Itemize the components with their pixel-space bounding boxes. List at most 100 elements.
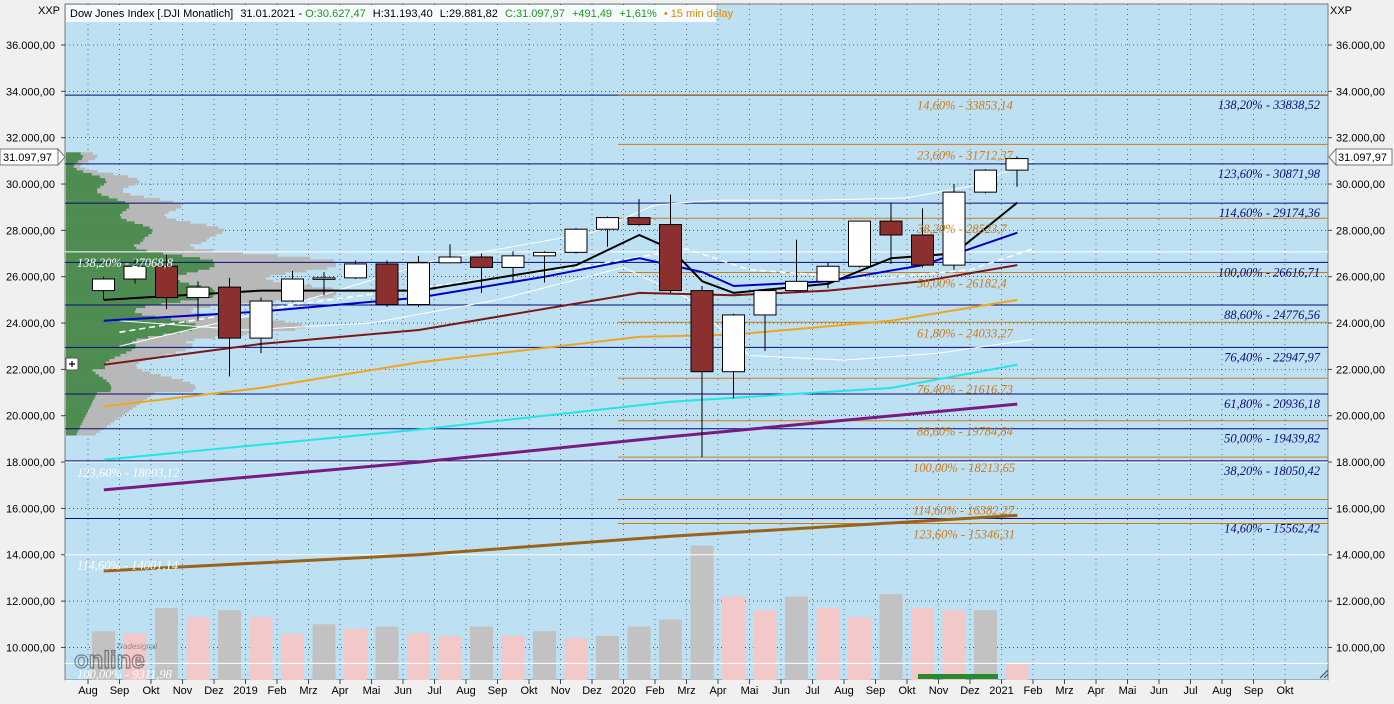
volume-profile-bar-gray	[104, 363, 137, 367]
fib-label-white: 123,60% - 18003,12	[77, 466, 179, 480]
expand-button[interactable]	[65, 357, 79, 371]
info-bar: Dow Jones Index [.DJI Monatlich] 31.01.2…	[70, 8, 734, 20]
y-tick-label-right: 26.000,00	[1336, 272, 1385, 284]
candle-bearish[interactable]	[375, 263, 399, 306]
volume-profile-bar-green	[66, 356, 115, 359]
candle-bearish[interactable]	[470, 256, 493, 268]
volume-profile-bar-green	[66, 287, 213, 291]
candle-bearish[interactable]	[690, 290, 714, 373]
candle-bullish[interactable]	[533, 251, 556, 257]
volume-profile-bar-green	[66, 338, 137, 342]
candle-bearish[interactable]	[627, 217, 651, 226]
volume-profile-bar-green	[66, 374, 100, 377]
candle-bullish[interactable]	[722, 314, 745, 373]
candle-bullish[interactable]	[848, 220, 871, 267]
y-tick-label-right: 32.000,00	[1336, 133, 1385, 145]
candle-bullish[interactable]	[407, 262, 430, 306]
candle-bearish[interactable]	[879, 220, 903, 236]
moving-average-line	[103, 363, 1018, 461]
volume-profile-bar-gray	[129, 205, 182, 209]
volume-profile-bar-gray	[121, 216, 167, 219]
volume-profile-bar-green	[66, 361, 107, 365]
x-tick-label: 2019	[233, 685, 257, 697]
candle-bullish[interactable]	[312, 277, 336, 280]
candle-bullish[interactable]	[816, 265, 840, 282]
x-tick-label: Jun	[394, 685, 412, 697]
candle-bullish[interactable]	[785, 280, 808, 292]
volume-profile-bar-green	[66, 187, 98, 191]
candle-bullish[interactable]	[501, 255, 525, 268]
volume-profile-bar-gray	[78, 159, 89, 163]
volume-profile-bar-green	[66, 432, 77, 436]
candle-bullish[interactable]	[123, 265, 147, 280]
volume-profile-bar-green	[66, 402, 92, 405]
candle-bullish[interactable]	[564, 228, 588, 253]
fib-label-orange: 123,60% - 15346,31	[913, 528, 1015, 542]
x-tick-label: Nov	[173, 685, 193, 697]
volume-profile-bar-gray	[136, 307, 194, 311]
volume-profile-bar-gray	[97, 187, 124, 191]
volume-bar	[533, 631, 556, 680]
delay-text: 15 min delay	[671, 8, 734, 20]
volume-profile-bar-gray	[140, 241, 202, 245]
volume-profile-bar-gray	[114, 356, 155, 359]
volume-profile-bar-gray	[120, 213, 165, 217]
volume-profile-bar-green	[66, 256, 201, 260]
symbol-name: Dow Jones Index [.DJI Monatlich]	[70, 8, 233, 20]
volume-profile-bar-gray	[212, 287, 333, 291]
candle-bullish[interactable]	[438, 256, 462, 264]
y-tick-label-left: 18.000,00	[6, 457, 55, 469]
x-tick-label: Dez	[582, 685, 602, 697]
volume-profile-bar-green	[66, 218, 127, 222]
volume-bar	[281, 633, 304, 680]
y-tick-label-right: 36.000,00	[1336, 40, 1385, 52]
volume-profile-bar-green	[66, 353, 121, 357]
volume-bar	[879, 594, 903, 680]
volume-profile-bar-green	[66, 430, 78, 433]
candle-bullish[interactable]	[92, 278, 115, 292]
volume-profile-bar-green	[66, 210, 123, 214]
candle-bullish[interactable]	[942, 191, 966, 266]
candle-bearish[interactable]	[218, 286, 241, 339]
y-tick-label-left: 26.000,00	[6, 272, 55, 284]
volume-profile-bar-green	[66, 389, 111, 393]
last-price-label-left: 31.097,97	[3, 152, 52, 164]
volume-profile-bar-gray	[213, 259, 334, 263]
volume-profile-bar-gray	[80, 152, 94, 156]
candle-bullish[interactable]	[753, 290, 777, 316]
x-tick-label: Okt	[142, 685, 159, 697]
volume-profile-bar-green	[66, 425, 81, 428]
volume-profile-bar-green	[66, 302, 162, 306]
x-tick-label: Apr	[331, 685, 348, 697]
volume-profile-bar-gray	[92, 368, 143, 372]
candle-bullish[interactable]	[974, 169, 997, 193]
x-tick-label: Mai	[1119, 685, 1137, 697]
volume-profile-bar-gray	[94, 396, 148, 400]
volume-profile-bar-green	[66, 328, 193, 331]
volume-profile-bar-gray	[132, 340, 187, 344]
x-tick-label: Apr	[1087, 685, 1104, 697]
change-percent: +1,61%	[619, 8, 657, 20]
volume-profile-bar-gray	[100, 185, 129, 189]
volume-profile-bar-green	[66, 254, 183, 258]
candle-bullish[interactable]	[1005, 158, 1029, 171]
candle-bearish[interactable]	[659, 224, 682, 292]
y-tick-label-left: 16.000,00	[6, 503, 55, 515]
logo-text: online	[74, 647, 145, 674]
candle-bearish[interactable]	[155, 265, 178, 299]
resize-handle-icon[interactable]	[1319, 669, 1329, 679]
candle-bullish[interactable]	[249, 300, 273, 339]
candle-bullish[interactable]	[186, 286, 210, 299]
candles[interactable]	[92, 156, 1029, 458]
volume-profile-bar-green	[66, 292, 215, 296]
candle-bullish[interactable]	[344, 263, 367, 279]
candle-bullish[interactable]	[281, 278, 304, 302]
high-value: H:31.193,40	[373, 8, 433, 20]
volume-profile-bar-gray	[82, 419, 115, 423]
x-tick-label: Feb	[268, 685, 287, 697]
candle-bullish[interactable]	[596, 217, 619, 230]
candle-bearish[interactable]	[911, 234, 934, 266]
volume-profile-bar-gray	[83, 170, 98, 173]
low-value: L:29.881,82	[440, 8, 498, 20]
